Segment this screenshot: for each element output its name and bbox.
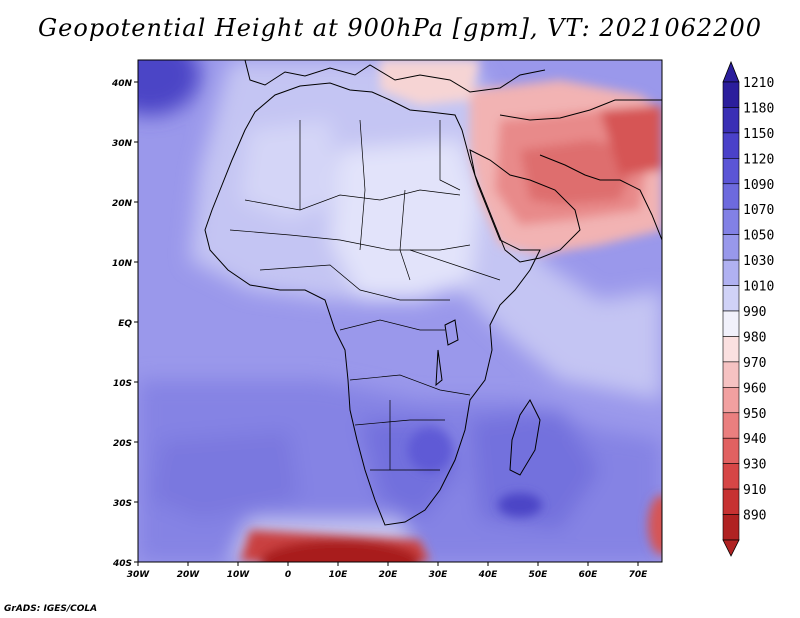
- lat-label: 20S: [113, 439, 132, 449]
- colorbar-swatch: [722, 412, 740, 439]
- colorbar-swatch: [722, 183, 740, 210]
- lon-label: 10E: [329, 570, 349, 580]
- colorbar-label: 980: [743, 330, 766, 345]
- lat-label: 10N: [112, 259, 133, 269]
- colorbar-swatch: [722, 285, 740, 312]
- colorbar-swatch: [722, 259, 740, 286]
- colorbar-swatch: [722, 234, 740, 261]
- colorbar-swatch: [722, 132, 740, 159]
- lon-label: 30W: [127, 570, 151, 580]
- colorbar-label: 930: [743, 458, 766, 473]
- lat-tick-marks: [134, 81, 138, 563]
- lon-label: 40E: [478, 570, 499, 580]
- map-title: Geopotential Height at 900hPa [gpm], VT:…: [38, 14, 762, 42]
- colorbar-label: 990: [743, 305, 766, 320]
- colorbar-swatch: [722, 81, 740, 108]
- colorbar-swatch: [722, 336, 740, 363]
- colorbar-label: 1070: [743, 203, 774, 218]
- colorbar-label: 1030: [743, 254, 774, 269]
- colorbar-swatch: [722, 310, 740, 337]
- colorbar-label: 1090: [743, 178, 774, 193]
- colorbar-swatch: [722, 107, 740, 134]
- colorbar-label: 1050: [743, 229, 774, 244]
- colorbar-swatch: [722, 208, 740, 235]
- credit-label: GrADS: IGES/COLA: [4, 604, 98, 614]
- colorbar-swatch: [722, 488, 740, 515]
- colorbar-label: 890: [743, 509, 766, 524]
- lon-tick-labels: 30W 20W 10W 0 10E 20E 30E 40E 50E 60E 70…: [127, 570, 648, 580]
- lon-label: 70E: [629, 570, 649, 580]
- lat-label: 40S: [112, 559, 132, 569]
- lon-label: 30E: [429, 570, 449, 580]
- lon-label: 20E: [379, 570, 399, 580]
- lon-label: 10W: [227, 570, 251, 580]
- colorbar-swatch: [722, 158, 740, 185]
- lat-tick-labels: 40S 30S 20S 10S EQ 10N 20N 30N 40N: [111, 79, 133, 569]
- lat-label: 20N: [112, 199, 133, 209]
- lon-tick-marks: [137, 562, 639, 566]
- coastlines: [204, 60, 662, 526]
- lon-label: 20W: [177, 570, 201, 580]
- map-frame: [137, 59, 663, 563]
- colorbar-label: 1150: [743, 127, 774, 142]
- colorbar-label: 1180: [743, 101, 774, 116]
- colorbar-label: 950: [743, 407, 766, 422]
- lon-label: 60E: [579, 570, 599, 580]
- lat-label: 10S: [113, 379, 132, 389]
- colorbar-label: 1120: [743, 152, 774, 167]
- lat-label: 40N: [111, 79, 133, 89]
- colorbar-label: 970: [743, 356, 766, 371]
- colorbar-swatch: [722, 463, 740, 490]
- colorbar-swatch: [722, 437, 740, 464]
- colorbar-label: 1210: [743, 76, 774, 91]
- colorbar-swatch: [722, 387, 740, 414]
- lon-label: 50E: [529, 570, 549, 580]
- colorbar-label: 910: [743, 483, 766, 498]
- lon-label: 0: [285, 570, 291, 580]
- height-field: [138, 60, 662, 562]
- colorbar-swatch: [722, 361, 740, 388]
- colorbar-arrow-bottom: [722, 539, 740, 557]
- colorbar-swatch: [722, 514, 740, 541]
- country-borders: [229, 119, 501, 471]
- lat-label: EQ: [118, 319, 132, 329]
- lat-label: 30S: [113, 499, 132, 509]
- colorbar-arrow-top: [722, 60, 740, 83]
- colorbar-label: 940: [743, 432, 766, 447]
- colorbar-label: 1010: [743, 280, 774, 295]
- colorbar: 1210 1180 1150 1120 1090 1070 1050 1030 1010 990 9…: [722, 60, 774, 557]
- colorbar-label: 960: [743, 381, 766, 396]
- lat-label: 30N: [112, 139, 133, 149]
